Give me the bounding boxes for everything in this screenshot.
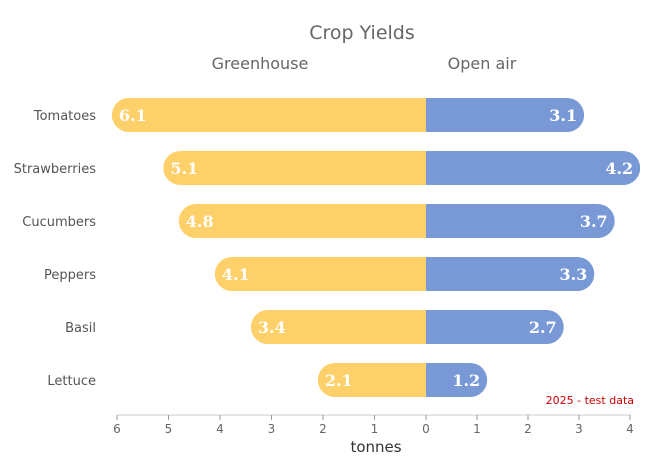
legend-greenhouse: Greenhouse [212, 54, 309, 73]
x-tick-label: 4 [626, 422, 634, 436]
x-tick-label: 1 [473, 422, 481, 436]
category-label-basil: Basil [65, 321, 96, 336]
x-tick-label: 0 [422, 422, 430, 436]
x-tick-label: 3 [268, 422, 276, 436]
bar-greenhouse-strawberries [163, 151, 426, 185]
value-label-greenhouse-cucumbers: 4.8 [186, 212, 214, 231]
x-tick-label: 2 [524, 422, 532, 436]
legend-open-air: Open air [448, 54, 517, 73]
value-label-open-air-tomatoes: 3.1 [549, 106, 577, 125]
x-axis: 6 5 4 3 2 1 0 1 2 3 4 [113, 414, 634, 436]
value-label-open-air-basil: 2.7 [529, 318, 557, 337]
bar-greenhouse-lettuce [317, 363, 426, 397]
value-label-open-air-lettuce: 1.2 [452, 371, 480, 390]
category-label-strawberries: Strawberries [14, 162, 97, 177]
value-label-greenhouse-strawberries: 5.1 [170, 159, 198, 178]
x-tick-label: 1 [371, 422, 379, 436]
value-label-greenhouse-tomatoes: 6.1 [119, 106, 147, 125]
bar-group: 6.1 3.1 5.1 4.2 4.8 3.7 4.1 3.3 3.4 2.7 2.1 1.2 [111, 98, 641, 397]
value-label-open-air-cucumbers: 3.7 [580, 212, 608, 231]
bar-greenhouse-tomatoes [111, 98, 426, 132]
bar-open-air-basil [426, 310, 564, 344]
bar-open-air-cucumbers [426, 204, 615, 238]
category-label-tomatoes: Tomatoes [33, 109, 96, 124]
category-label-cucumbers: Cucumbers [22, 215, 96, 230]
bar-greenhouse-basil [250, 310, 426, 344]
bar-greenhouse-peppers [214, 257, 426, 291]
category-label-peppers: Peppers [44, 268, 96, 283]
x-tick-label: 5 [165, 422, 173, 436]
bar-open-air-tomatoes [426, 98, 585, 132]
value-label-greenhouse-basil: 3.4 [258, 318, 286, 337]
bar-open-air-peppers [426, 257, 595, 291]
x-tick-label: 3 [575, 422, 583, 436]
x-tick-label: 6 [113, 422, 121, 436]
bar-open-air-lettuce [426, 363, 488, 397]
bar-greenhouse-cucumbers [178, 204, 426, 238]
x-axis-title: tonnes [350, 438, 401, 456]
value-label-greenhouse-lettuce: 2.1 [325, 371, 353, 390]
value-label-open-air-peppers: 3.3 [559, 265, 587, 284]
category-labels: Tomatoes Strawberries Cucumbers Peppers Basi… [14, 109, 97, 389]
data-note: 2025 - test data [546, 394, 634, 407]
category-label-lettuce: Lettuce [47, 374, 96, 389]
x-tick-label: 4 [216, 422, 224, 436]
x-tick-label: 2 [319, 422, 327, 436]
value-label-greenhouse-peppers: 4.1 [222, 265, 250, 284]
chart-title: Crop Yields [309, 22, 415, 44]
bar-open-air-strawberries [426, 151, 641, 185]
value-label-open-air-strawberries: 4.2 [605, 159, 633, 178]
